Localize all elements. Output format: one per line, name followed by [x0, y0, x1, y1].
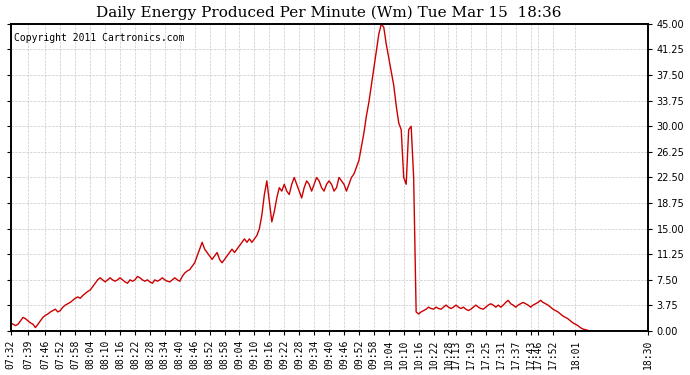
- Title: Daily Energy Produced Per Minute (Wm) Tue Mar 15  18:36: Daily Energy Produced Per Minute (Wm) Tu…: [97, 6, 562, 20]
- Text: Copyright 2011 Cartronics.com: Copyright 2011 Cartronics.com: [14, 33, 184, 43]
